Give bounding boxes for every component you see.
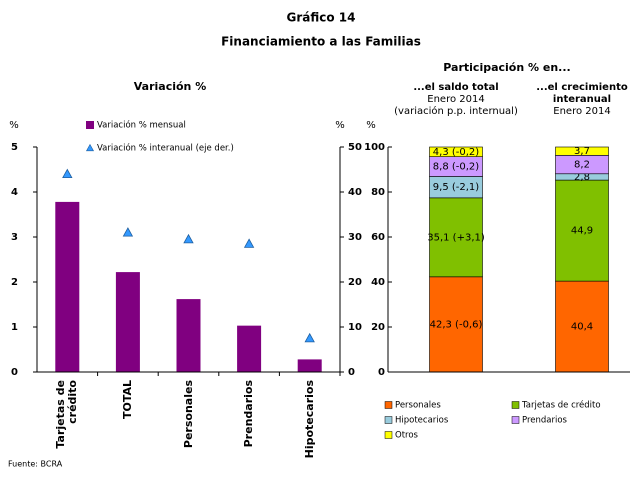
y2-tick-label: 40 — [348, 187, 362, 198]
y-tick-label: 4 — [11, 187, 18, 198]
bar — [115, 272, 140, 372]
value-label: 8,2 — [574, 160, 590, 171]
y-tick-label: 1 — [11, 322, 18, 333]
bar — [55, 201, 80, 372]
category-header: ...el saldo total Enero 2014 (variación p.… — [394, 82, 518, 118]
legend-marker — [511, 401, 520, 409]
y-tick-label: 100 — [364, 142, 385, 153]
marker — [243, 238, 255, 248]
value-label: 44,9 — [571, 226, 593, 237]
marker — [62, 168, 73, 179]
y-tick-label: 3 — [11, 232, 18, 243]
legend-marker — [384, 431, 393, 439]
legend-marker — [85, 143, 95, 152]
y2-tick-label: 0 — [348, 367, 355, 378]
bar-segment — [555, 146, 609, 156]
category-subtitle: Enero 2014 — [553, 106, 611, 117]
bar-segment — [429, 146, 483, 157]
legend-marker — [511, 416, 520, 424]
y-unit: % — [9, 120, 19, 131]
category-label: ...el crecimiento interanual — [536, 82, 628, 105]
y-tick-label: 5 — [11, 142, 18, 153]
y-tick-label: 80 — [371, 187, 385, 198]
legend-label: Prendarios — [522, 416, 568, 426]
marker — [304, 332, 315, 343]
legend-label: Otros — [395, 431, 419, 441]
y2-tick-label: 20 — [348, 277, 362, 288]
value-label: 3,7 — [574, 146, 590, 157]
y-tick-label: 60 — [371, 232, 385, 243]
y-tick-label: 0 — [378, 367, 385, 378]
y2-tick-label: 10 — [348, 322, 362, 333]
legend-label: Tarjetas de crédito — [521, 400, 601, 411]
y-tick-label: 2 — [11, 277, 18, 288]
value-label: 8,8 (-0,2) — [433, 162, 479, 173]
bar-segment — [429, 276, 483, 373]
legend-marker — [86, 121, 94, 129]
chart-number: Gráfico 14 — [287, 11, 356, 25]
category-subtitle: (variación p.p. internual) — [394, 106, 518, 117]
x-tick-label: Hipotecarios — [302, 380, 316, 459]
y-tick-label: 40 — [371, 277, 385, 288]
y-tick-label: 20 — [371, 322, 385, 333]
bar-segment — [555, 179, 609, 282]
y-unit: % — [366, 120, 376, 131]
y2-tick-label: 30 — [348, 232, 362, 243]
value-label: 4,3 (-0,2) — [433, 147, 479, 158]
bar — [297, 359, 322, 372]
value-label: 9,5 (-2,1) — [433, 182, 479, 193]
y2-tick-label: 50 — [348, 142, 362, 153]
bar — [176, 299, 201, 372]
value-label: 35,1 (+3,1) — [427, 232, 485, 243]
x-tick-label: Personales — [181, 380, 195, 449]
category-label: ...el saldo total — [413, 82, 499, 93]
legend-marker — [384, 416, 393, 424]
legend-label: Variación % mensual — [97, 120, 186, 131]
legend-label: Hipotecarios — [395, 416, 449, 426]
category-subtitle: Enero 2014 — [427, 94, 485, 105]
value-label: 40,4 — [571, 322, 593, 333]
value-label: 42,3 (-0,6) — [430, 319, 483, 330]
y2-unit: % — [335, 120, 345, 131]
value-label: 2,8 — [574, 172, 590, 183]
x-tick-label: Tarjetas de crédito — [54, 380, 80, 449]
x-tick-label: Prendarios — [242, 380, 256, 448]
x-tick-label: TOTAL — [120, 380, 134, 420]
bar-segment — [429, 197, 483, 278]
bar — [237, 325, 262, 372]
chart-title: Financiamiento a las Familias — [221, 35, 421, 49]
marker — [183, 233, 194, 244]
marker — [122, 227, 134, 237]
chart-title: Participación % en... — [443, 61, 570, 74]
category-header: ...el crecimiento interanual Enero 2014 — [520, 82, 642, 118]
chart-title: Variación % — [134, 80, 206, 93]
y-tick-label: 0 — [11, 367, 18, 378]
legend-label: Personales — [395, 401, 441, 411]
source: Fuente: BCRA — [8, 460, 63, 469]
legend-marker — [384, 401, 393, 409]
legend-label: Variación % interanual (eje der.) — [97, 143, 234, 154]
